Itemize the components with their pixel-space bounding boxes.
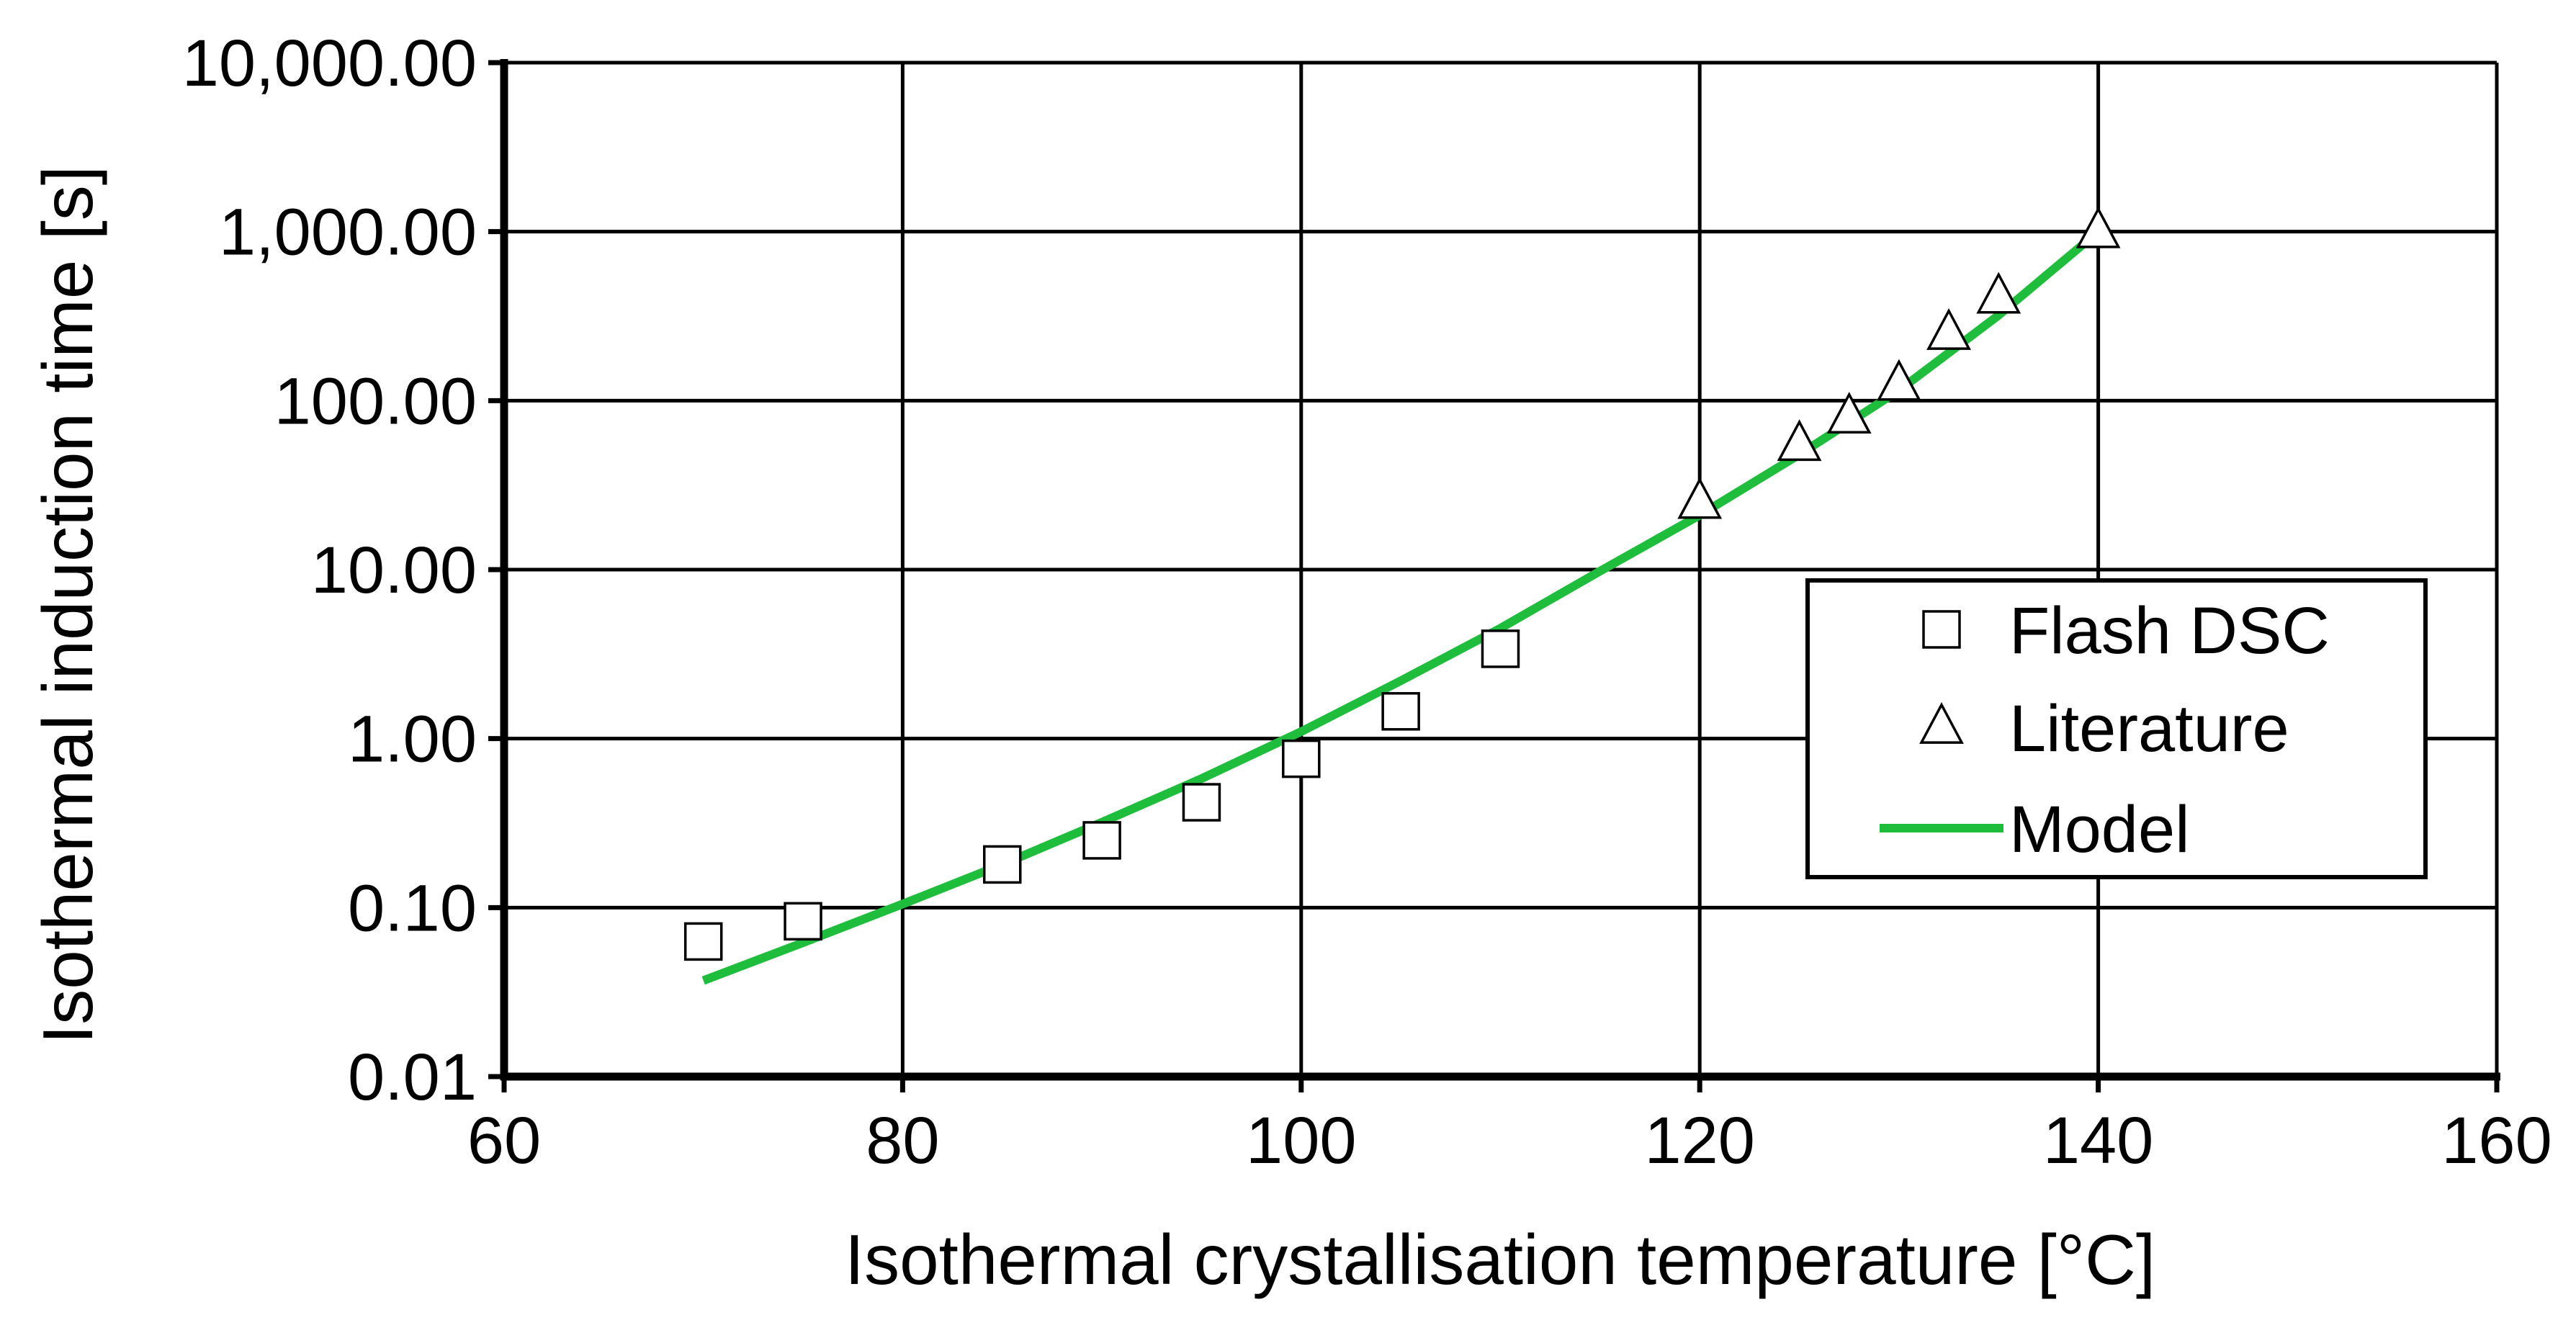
x-tick-label: 100 xyxy=(1246,1104,1357,1177)
x-tick-label: 80 xyxy=(866,1104,939,1177)
flash-dsc-point xyxy=(983,845,1022,884)
literature-point xyxy=(1677,477,1723,519)
flash-dsc-point xyxy=(683,922,723,961)
legend-triangle-icon xyxy=(1919,702,1964,744)
flash-dsc-point xyxy=(1381,692,1420,731)
axes xyxy=(488,59,2500,1092)
flash-dsc-point xyxy=(1182,783,1221,822)
x-tick-label: 140 xyxy=(2043,1104,2154,1177)
y-tick-label: 0.10 xyxy=(348,871,477,945)
legend-label: Model xyxy=(2009,793,2190,866)
y-axis-label: Isothermal induction time [s] xyxy=(28,166,107,1044)
flash-dsc-point xyxy=(1282,739,1321,778)
y-tick-labels: 0.01 0.10 1.00 10.00 100.00 1,000.00 10,000.00 xyxy=(182,27,477,1114)
legend: Flash DSC Literature Model xyxy=(1805,578,2428,879)
x-axis-label: Isothermal crystallisation temperature [… xyxy=(845,1220,2155,1299)
literature-point xyxy=(1826,392,1872,434)
literature-point xyxy=(1976,271,2021,314)
flash-dsc-point xyxy=(1082,821,1121,860)
y-tick-label: 10,000.00 xyxy=(182,27,477,100)
literature-point xyxy=(1777,419,1822,462)
legend-label: Literature xyxy=(2009,692,2289,765)
x-tick-labels: 60 80 100 120 140 160 xyxy=(467,1104,2552,1177)
model-series-line xyxy=(701,228,2101,985)
x-tick-label: 60 xyxy=(467,1104,541,1177)
y-tick-label: 0.01 xyxy=(348,1041,477,1114)
grid xyxy=(504,60,2499,1077)
literature-point xyxy=(1926,307,1971,350)
legend-label: Flash DSC xyxy=(2009,594,2330,668)
x-tick-label: 160 xyxy=(2441,1104,2552,1177)
plot-series xyxy=(683,206,2121,985)
y-tick-label: 1.00 xyxy=(348,703,477,776)
x-tick-label: 120 xyxy=(1644,1104,1755,1177)
legend-square-icon xyxy=(1922,610,1961,649)
literature-point xyxy=(1876,359,1921,401)
flash-dsc-point xyxy=(1481,629,1520,668)
y-tick-label: 10.00 xyxy=(311,534,477,607)
literature-point xyxy=(2075,206,2121,248)
y-tick-label: 100.00 xyxy=(274,364,477,438)
flash-dsc-point xyxy=(784,902,822,941)
y-tick-label: 1,000.00 xyxy=(219,196,477,269)
